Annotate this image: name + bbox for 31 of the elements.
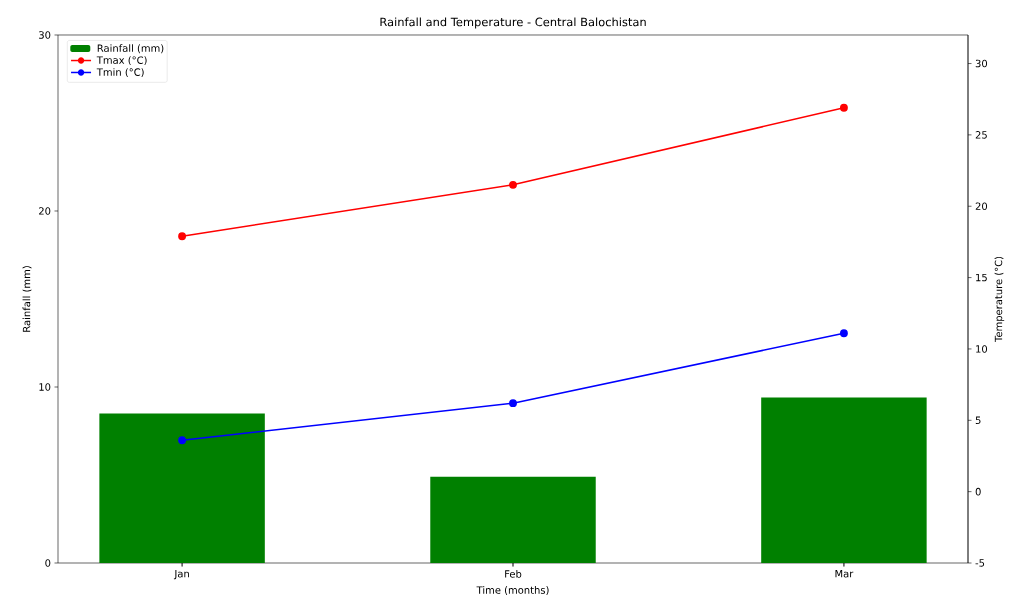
- y2-tick-label: 20: [975, 202, 988, 211]
- y2-axis-title: Temperature (°C): [994, 256, 1005, 343]
- y2-tick-label: 5: [975, 416, 981, 424]
- point: [178, 232, 187, 241]
- y2-tick-label: 10: [976, 345, 988, 353]
- y-axis-title: Rainfall (mm): [22, 266, 32, 332]
- point: [839, 103, 848, 112]
- x-tick-label: Mar: [835, 570, 854, 578]
- bar: [430, 476, 596, 563]
- y2-tick-label: 30: [975, 59, 988, 68]
- y-tick-label: 20: [39, 207, 51, 215]
- legend-label: Tmax (°C): [96, 56, 147, 66]
- y-tick-label: 10: [39, 383, 51, 391]
- x-tick-label: Feb: [505, 570, 522, 578]
- bar: [761, 397, 927, 563]
- x-axis-title: Time (months): [476, 586, 549, 595]
- legend-label: Rainfall (mm): [97, 44, 164, 54]
- point: [509, 399, 517, 408]
- point: [839, 329, 848, 338]
- y-tick-label: 0: [45, 559, 51, 567]
- x-tick-label: Jan: [173, 570, 189, 580]
- legend-label: Tmin (°C): [96, 68, 144, 78]
- y2-tick-label: 0: [975, 487, 981, 496]
- bar: [99, 413, 265, 563]
- point: [509, 180, 517, 189]
- y2-tick-label: 25: [975, 131, 987, 139]
- y2-tick-label: 15: [976, 273, 987, 282]
- point: [178, 436, 187, 445]
- y-tick-label: 30: [39, 31, 51, 39]
- chart-title: Rainfall and Temperature - Central Balochistan: [380, 17, 646, 29]
- y2-tick-label: -5: [975, 559, 985, 567]
